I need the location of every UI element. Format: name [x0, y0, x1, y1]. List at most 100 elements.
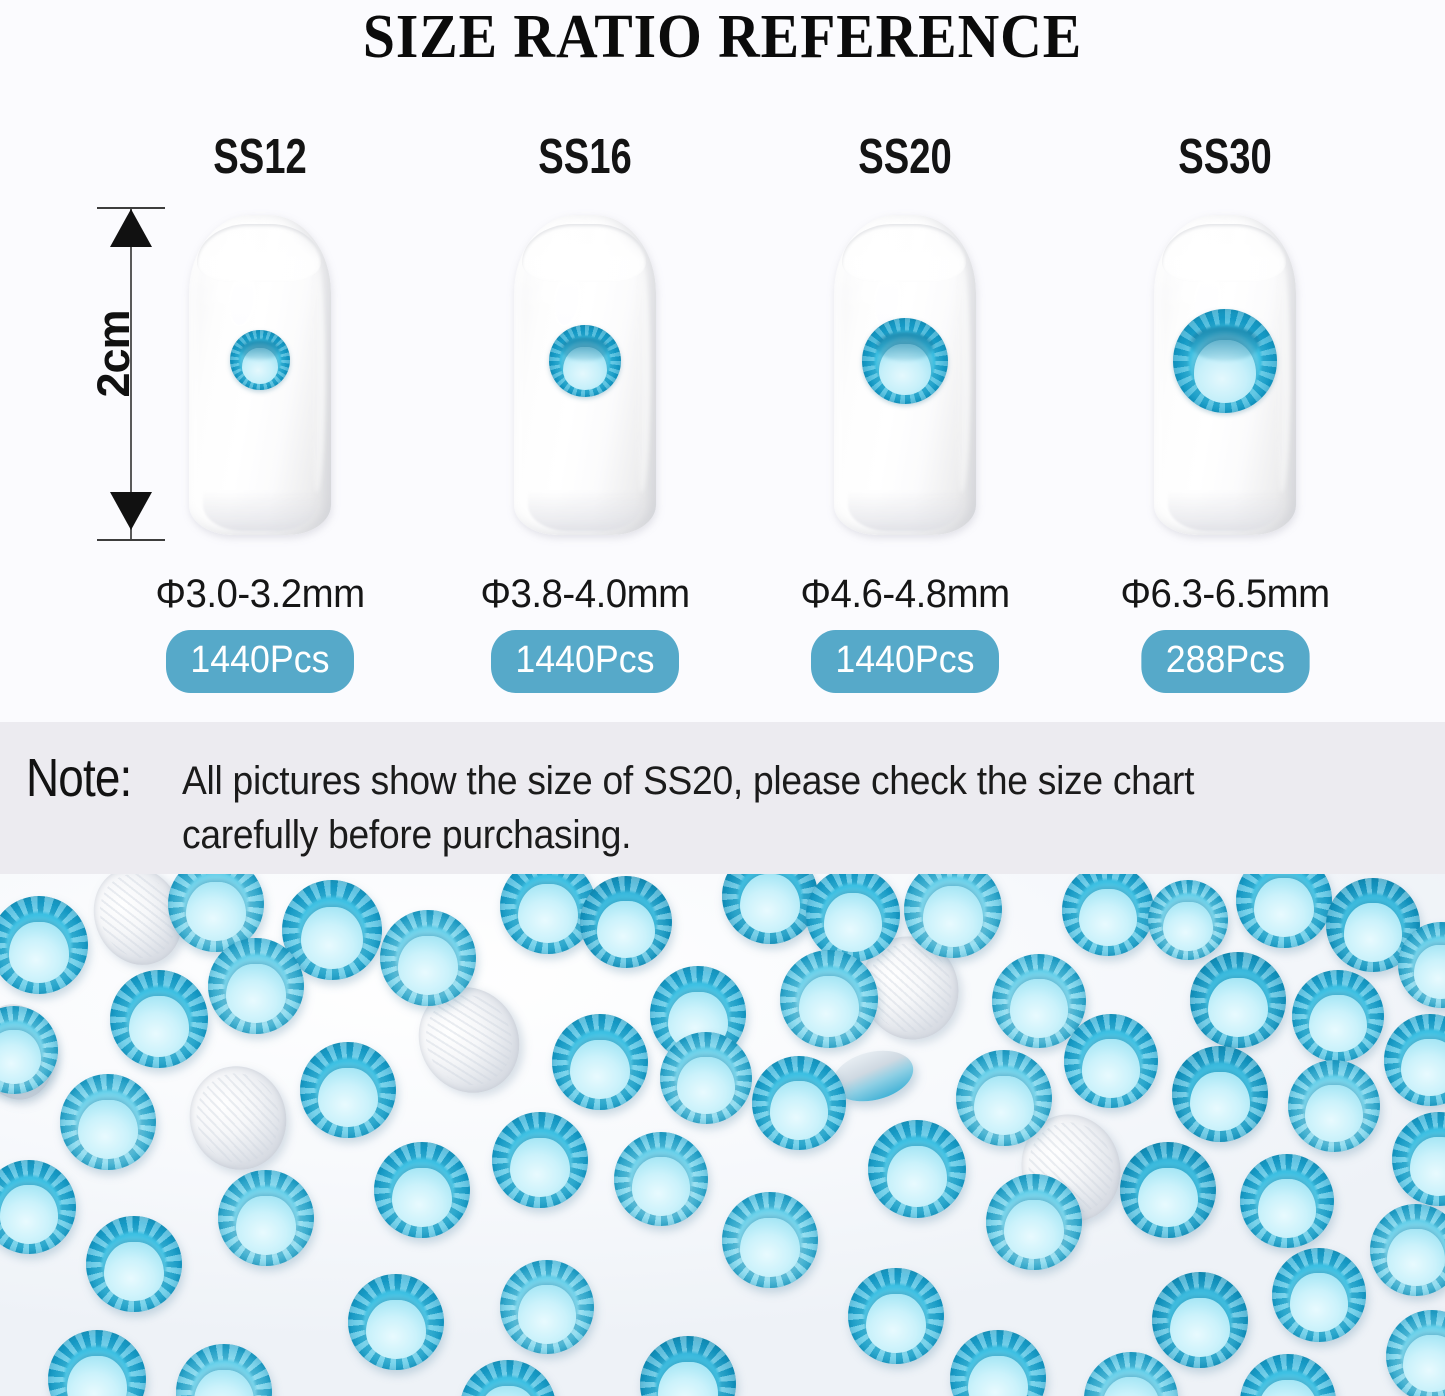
nail-edge-highlight — [954, 263, 970, 493]
page-title: SIZE RATIO REFERENCE — [362, 3, 1083, 71]
size-name-label: SS30 — [1178, 130, 1272, 184]
rhinestone — [580, 876, 672, 968]
quantity-badge-wrap: 1440Pcs — [95, 630, 425, 693]
rhinestone — [1292, 970, 1384, 1062]
rhinestone — [218, 1170, 314, 1266]
diameter-label: Φ3.8-4.0mm — [480, 572, 690, 616]
product-photo — [0, 874, 1445, 1396]
rhinestone — [348, 1274, 444, 1370]
nail-rim — [197, 224, 321, 282]
rhinestone — [1386, 1310, 1445, 1396]
rhinestone — [722, 1192, 818, 1288]
quantity-badge-wrap: 1440Pcs — [740, 630, 1070, 693]
rhinestone-back — [177, 1054, 299, 1182]
rhinestone — [0, 1160, 76, 1254]
rhinestone — [986, 1174, 1082, 1270]
rhinestone — [1240, 1354, 1336, 1396]
rhinestone — [992, 954, 1086, 1048]
note-section: Note: All pictures show the size of SS20… — [0, 722, 1445, 874]
rhinestone — [1152, 1272, 1248, 1368]
rhinestone — [380, 910, 476, 1006]
rhinestone — [722, 874, 818, 944]
rhinestone — [1084, 1352, 1178, 1396]
rhinestone — [1288, 1060, 1380, 1152]
diameter-label: Φ3.0-3.2mm — [155, 572, 365, 616]
status-badge: 288Pcs — [1140, 630, 1310, 693]
nail-gloss-highlight — [227, 275, 257, 327]
rhinestone-gem — [862, 318, 948, 404]
rhinestone — [806, 874, 900, 962]
rhinestone — [500, 1260, 594, 1354]
size-column-ss12: SS12 Φ3.0-3.2mm 1440Pcs — [95, 0, 425, 722]
rhinestone — [60, 1074, 156, 1170]
rhinestone — [1064, 1014, 1158, 1108]
gem-facet-arc — [560, 336, 610, 361]
rhinestone — [176, 1344, 272, 1396]
rhinestone — [1384, 1014, 1445, 1106]
status-badge: 1440Pcs — [811, 630, 999, 693]
nail-edge-highlight — [309, 263, 325, 493]
rhinestone — [48, 1330, 146, 1396]
rhinestone-gem — [549, 325, 621, 397]
rhinestone — [0, 896, 88, 994]
rhinestone — [460, 1360, 556, 1396]
rhinestone — [86, 1216, 182, 1312]
rhinestone — [0, 1006, 58, 1094]
status-badge: 1440Pcs — [491, 630, 679, 693]
rhinestone — [1370, 1204, 1445, 1296]
quantity-badge-wrap: 288Pcs — [1060, 630, 1390, 693]
size-chart-panel: SIZE RATIO REFERENCE 2cm SS12 Φ3.0-3.2mm — [0, 0, 1445, 722]
quantity-badge-wrap: 1440Pcs — [420, 630, 750, 693]
size-column-ss16: SS16 Φ3.8-4.0mm 1440Pcs — [420, 0, 750, 722]
rhinestone — [868, 1120, 966, 1218]
diameter-label: Φ4.6-4.8mm — [800, 572, 1010, 616]
nail-edge-highlight — [634, 263, 650, 493]
nail-bottom-shade — [848, 491, 962, 531]
nail-rim — [522, 224, 646, 282]
nail-swatch — [834, 215, 976, 535]
rhinestone — [492, 1112, 588, 1208]
nail-rim — [842, 224, 966, 282]
measurement-ruler: 2cm — [88, 200, 183, 548]
nail-bottom-shade — [528, 491, 642, 531]
gem-facet-arc — [875, 331, 935, 361]
rhinestone — [752, 1056, 846, 1150]
gem-facet-arc — [1189, 325, 1261, 361]
rhinestone — [1062, 874, 1154, 956]
note-label: Note: — [26, 748, 132, 808]
rhinestone — [904, 874, 1002, 958]
arrow-down-icon — [110, 492, 152, 530]
nail-gloss-highlight — [552, 275, 582, 327]
ruler-stem — [130, 209, 132, 539]
diameter-label: Φ6.3-6.5mm — [1120, 572, 1330, 616]
rhinestone — [1148, 880, 1228, 960]
size-column-ss30: SS30 Φ6.3-6.5mm 288Pcs — [1060, 0, 1390, 722]
size-column-ss20: SS20 Φ4.6-4.8mm 1440Pcs — [740, 0, 1070, 722]
rhinestone — [1172, 1046, 1268, 1142]
nail-bottom-shade — [203, 491, 317, 531]
rhinestone — [1272, 1248, 1366, 1342]
rhinestone — [660, 1032, 752, 1124]
nail-swatch — [1154, 215, 1296, 535]
size-name-label: SS16 — [538, 130, 632, 184]
gem-facet-arc — [239, 339, 281, 360]
rhinestone — [110, 970, 208, 1068]
nail-rim — [1162, 224, 1286, 282]
rhinestone — [614, 1132, 708, 1226]
status-badge: 1440Pcs — [166, 630, 354, 693]
rhinestone — [1190, 952, 1286, 1048]
rhinestone — [1120, 1142, 1216, 1238]
ruler-bottom-tick — [97, 539, 165, 541]
size-name-label: SS12 — [213, 130, 307, 184]
rhinestone — [956, 1050, 1052, 1146]
rhinestone — [848, 1268, 944, 1364]
rhinestone — [300, 1042, 396, 1138]
nail-edge-highlight — [1274, 263, 1290, 493]
rhinestone — [950, 1330, 1046, 1396]
rhinestone — [780, 950, 878, 1048]
rhinestone-gem — [1173, 309, 1277, 413]
nail-swatch — [189, 215, 331, 535]
rhinestone — [552, 1014, 648, 1110]
rhinestone — [208, 938, 304, 1034]
